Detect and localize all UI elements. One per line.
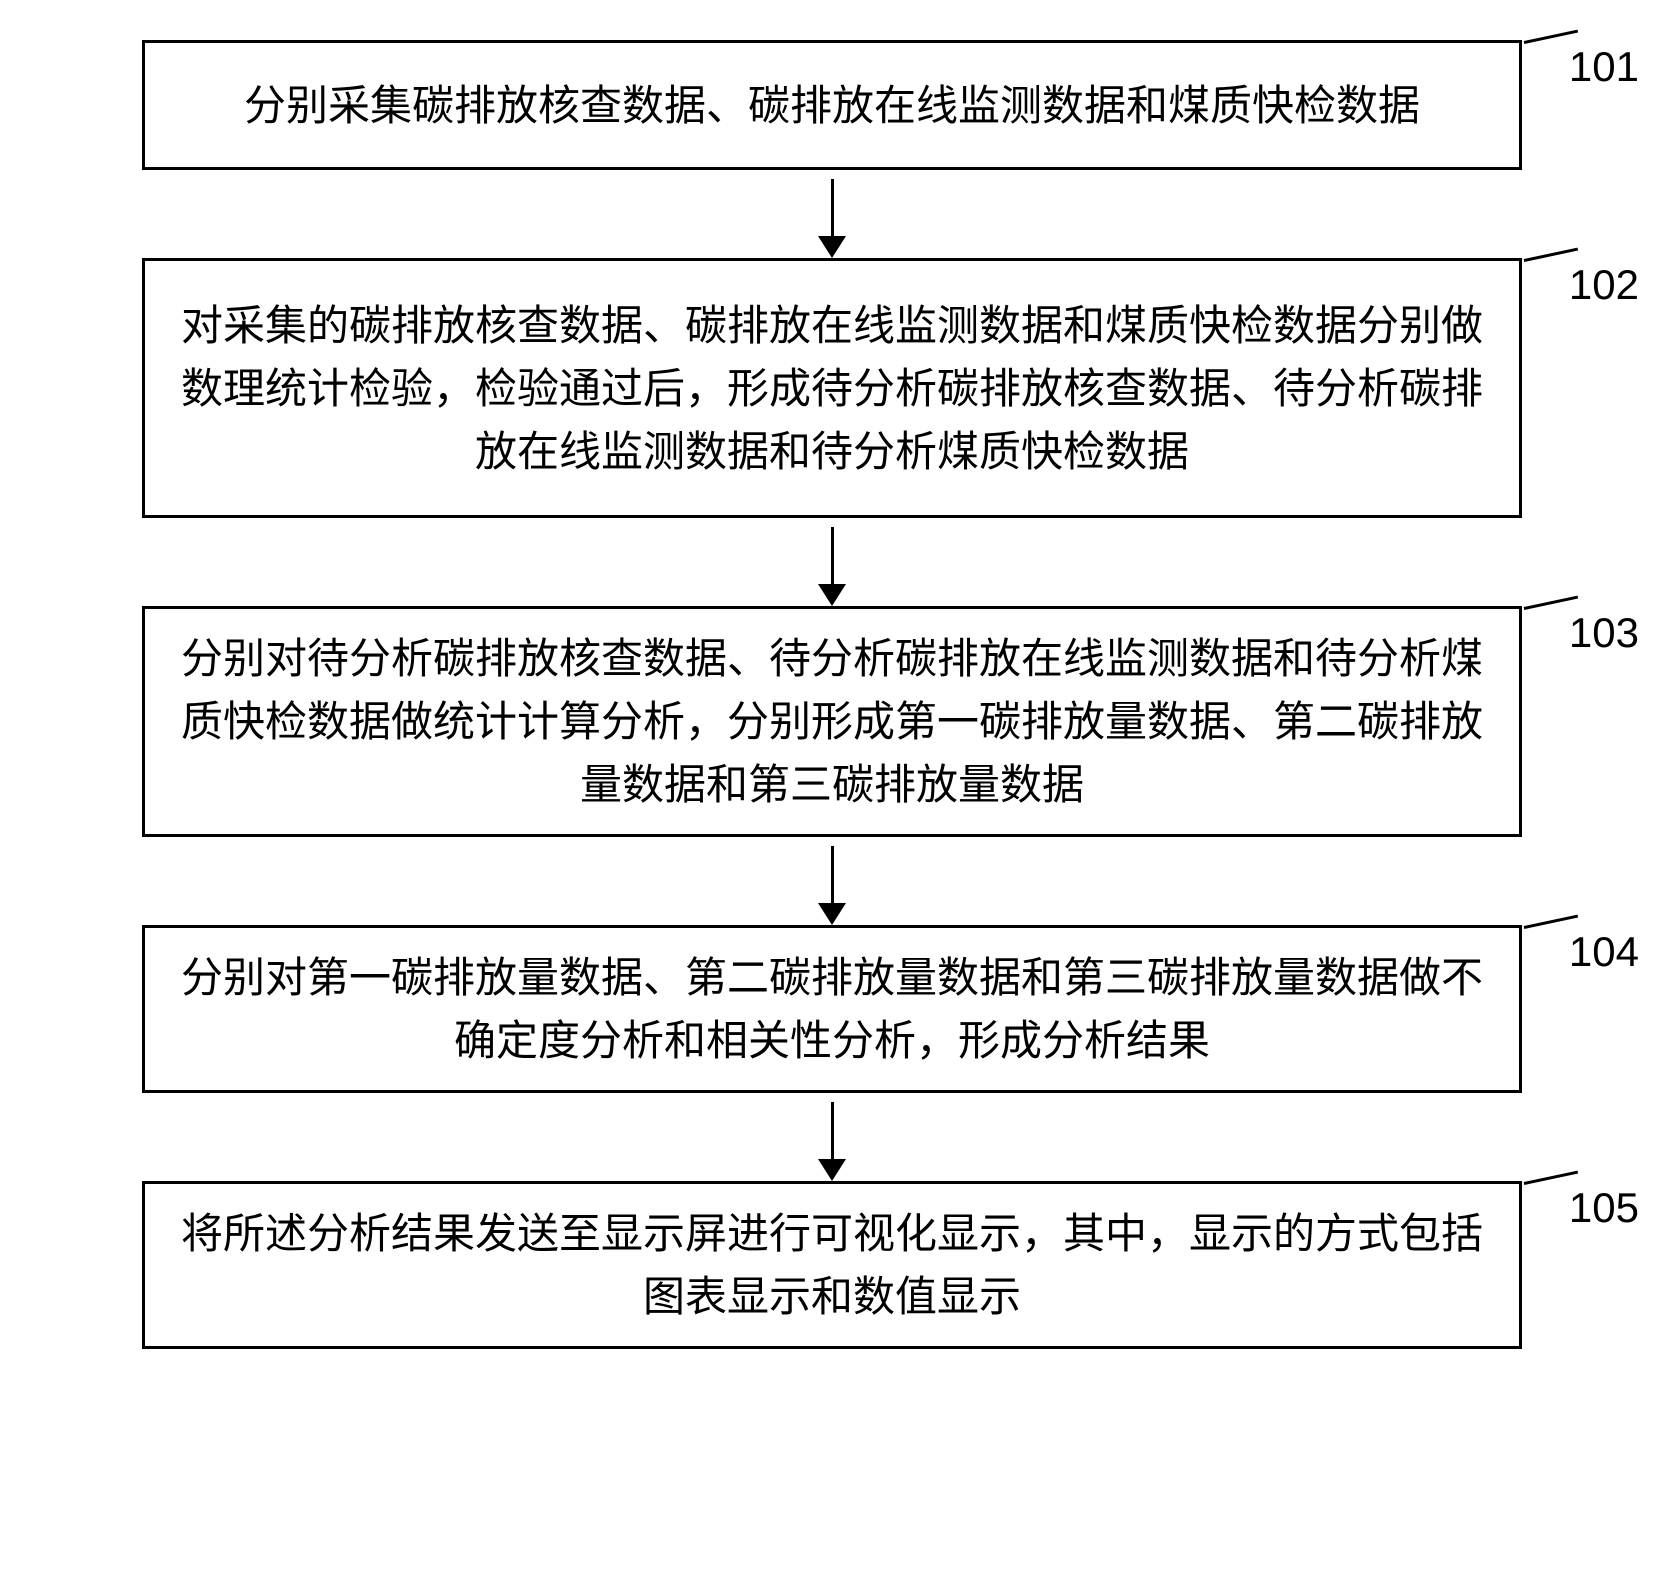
arrow-3-4 [831, 837, 834, 925]
flow-step-4-text: 分别对第一碳排放量数据、第二碳排放量数据和第三碳排放量数据做不确定度分析和相关性… [175, 946, 1489, 1072]
flow-step-1-text: 分别采集碳排放核查数据、碳排放在线监测数据和煤质快检数据 [175, 74, 1489, 137]
arrow-head [818, 903, 846, 925]
flow-step-5: 将所述分析结果发送至显示屏进行可视化显示，其中，显示的方式包括图表显示和数值显示… [142, 1181, 1522, 1349]
arrow-1-2 [831, 170, 834, 258]
arrow-4-5 [831, 1093, 834, 1181]
arrow-head [818, 236, 846, 258]
flow-step-2-label: 102 [1569, 253, 1639, 316]
flow-step-3-label: 103 [1569, 601, 1639, 664]
flowchart-container: 分别采集碳排放核查数据、碳排放在线监测数据和煤质快检数据 101 对采集的碳排放… [60, 40, 1604, 1349]
flow-step-2-text: 对采集的碳排放核查数据、碳排放在线监测数据和煤质快检数据分别做数理统计检验，检验… [175, 294, 1489, 483]
flow-step-5-label: 105 [1569, 1176, 1639, 1239]
flow-step-1-label: 101 [1569, 35, 1639, 98]
flow-step-5-text: 将所述分析结果发送至显示屏进行可视化显示，其中，显示的方式包括图表显示和数值显示 [175, 1202, 1489, 1328]
flow-step-3: 分别对待分析碳排放核查数据、待分析碳排放在线监测数据和待分析煤质快检数据做统计计… [142, 606, 1522, 837]
flow-step-3-text: 分别对待分析碳排放核查数据、待分析碳排放在线监测数据和待分析煤质快检数据做统计计… [175, 627, 1489, 816]
arrow-head [818, 584, 846, 606]
flow-step-4-label: 104 [1569, 920, 1639, 983]
flow-step-2: 对采集的碳排放核查数据、碳排放在线监测数据和煤质快检数据分别做数理统计检验，检验… [142, 258, 1522, 518]
flow-step-1: 分别采集碳排放核查数据、碳排放在线监测数据和煤质快检数据 101 [142, 40, 1522, 170]
arrow-2-3 [831, 518, 834, 606]
arrow-head [818, 1159, 846, 1181]
flow-step-4: 分别对第一碳排放量数据、第二碳排放量数据和第三碳排放量数据做不确定度分析和相关性… [142, 925, 1522, 1093]
